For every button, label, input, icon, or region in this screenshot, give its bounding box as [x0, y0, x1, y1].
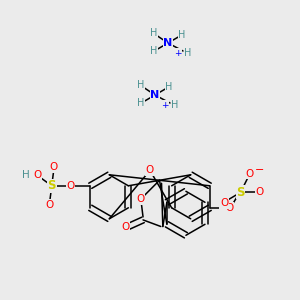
Text: O: O	[121, 221, 130, 232]
Text: +: +	[174, 49, 182, 58]
Text: −: −	[255, 165, 264, 175]
Text: +: +	[161, 100, 169, 109]
Text: N: N	[164, 38, 172, 48]
Text: O: O	[146, 165, 154, 176]
Text: O: O	[46, 200, 54, 209]
Text: N: N	[150, 90, 160, 100]
Text: O: O	[255, 188, 263, 197]
Text: O: O	[137, 194, 145, 204]
Text: O: O	[50, 162, 58, 172]
Text: H: H	[150, 28, 158, 38]
Text: O: O	[33, 170, 41, 180]
Text: H: H	[150, 46, 158, 56]
Text: H: H	[178, 30, 186, 40]
Text: O: O	[220, 198, 228, 208]
Text: S: S	[236, 186, 245, 199]
Text: H: H	[22, 170, 30, 180]
Text: H: H	[137, 80, 145, 90]
Text: O: O	[245, 169, 254, 179]
Text: O: O	[66, 181, 75, 191]
Text: S: S	[47, 179, 56, 192]
Text: H: H	[184, 48, 192, 58]
Text: O: O	[225, 203, 234, 213]
Text: H: H	[137, 98, 145, 108]
Text: H: H	[165, 82, 173, 92]
Text: H: H	[171, 100, 179, 110]
